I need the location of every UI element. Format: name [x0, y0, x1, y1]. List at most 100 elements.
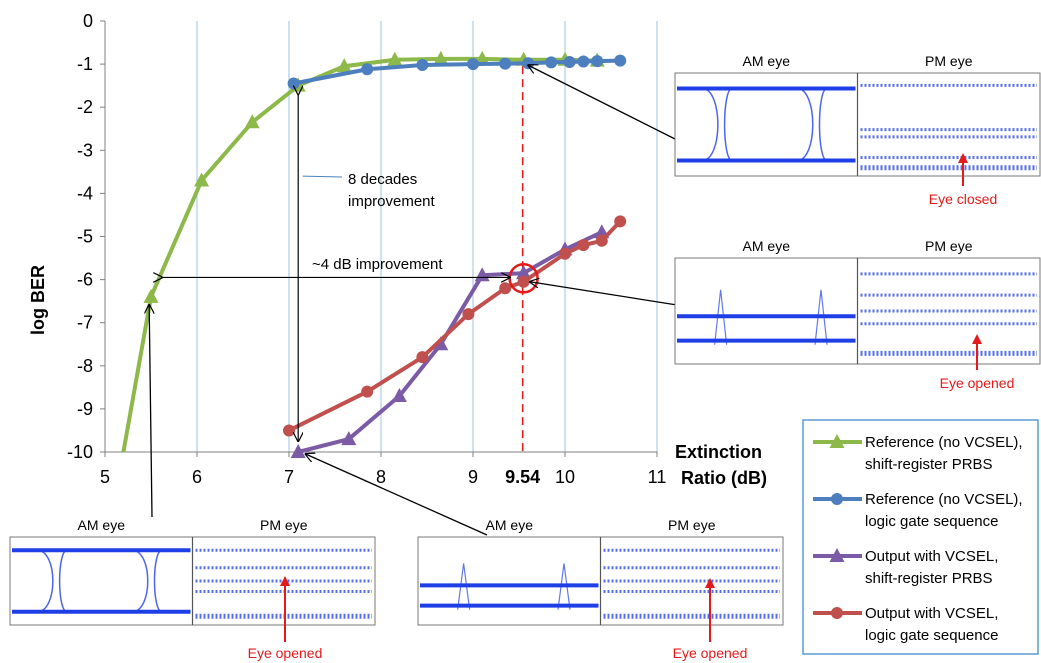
data-point — [433, 336, 449, 351]
y-tick-label: -10 — [67, 442, 93, 462]
y-tick-label: -5 — [77, 227, 93, 247]
eye-inset-bottom-mid: AM eye PM eye Eye opened — [417, 517, 784, 661]
pm-eye-diagram — [860, 83, 1037, 171]
data-point — [577, 55, 590, 68]
legend-label-line1: Output with VCSEL, — [865, 548, 998, 565]
y-tick-label: -7 — [77, 313, 93, 333]
data-point — [474, 50, 490, 65]
am-crossing — [701, 87, 719, 162]
data-point — [416, 351, 429, 364]
x-tick-labels: 5 6 7 8 9 10 11 — [100, 467, 666, 487]
data-point — [614, 215, 627, 228]
x-tick-label: 9 — [468, 467, 478, 487]
legend-label-line1: Reference (no VCSEL), — [865, 491, 1023, 508]
data-point — [244, 114, 260, 129]
am-eye-diagram — [677, 289, 856, 345]
eye-caption: Eye opened — [673, 645, 748, 661]
y-tick-labels: 0 -1 -2 -3 -4 -5 -6 -7 -8 -9 -10 — [67, 11, 93, 462]
y-tick-label: -3 — [77, 140, 93, 160]
y-tick-label: -4 — [77, 183, 93, 203]
x-tick-label: 7 — [284, 467, 294, 487]
reference-line-group: 9.54 — [505, 66, 540, 487]
y-tick-label: -2 — [77, 97, 93, 117]
data-point — [563, 55, 576, 68]
x-tick-label: 8 — [376, 467, 386, 487]
data-point — [341, 431, 357, 446]
data-point — [391, 387, 407, 402]
data-point — [545, 56, 558, 69]
decades-annotation-line1: 8 decades — [348, 171, 417, 188]
data-point — [143, 288, 159, 303]
eye-caption-group: Eye opened — [940, 334, 1015, 391]
annotation-group — [149, 65, 678, 536]
x-tick-label: 6 — [192, 467, 202, 487]
data-point — [499, 282, 512, 295]
leader-arrow-top — [528, 65, 678, 141]
eye-caption: Eye opened — [940, 375, 1015, 391]
am-crossing — [796, 87, 814, 162]
legend-item-3: Output with VCSEL, shift-register PRBS — [813, 548, 998, 587]
eye-inset-middle: AM eye PM eye Eye opened — [674, 238, 1041, 391]
data-point — [361, 385, 374, 398]
am-glitch — [557, 563, 571, 610]
pm-eye-diagram — [860, 272, 1037, 356]
eye-caption: Eye opened — [248, 645, 323, 661]
am-eye-title: AM eye — [486, 517, 534, 533]
am-glitch — [457, 563, 471, 610]
data-point — [290, 444, 306, 458]
leader-arrow-bottom-left — [149, 305, 152, 518]
legend-marker — [829, 548, 845, 562]
am-glitch — [714, 289, 728, 345]
am-eye-diagram — [677, 86, 856, 163]
y-tick-label: -8 — [77, 356, 93, 376]
legend-marker — [831, 607, 843, 619]
data-point — [283, 424, 295, 437]
x-tick-label: 5 — [100, 467, 110, 487]
data-point — [416, 58, 429, 71]
data-point — [517, 275, 530, 288]
eye-inset-bottom-left: AM eye PM eye Eye opened — [9, 517, 376, 661]
data-point — [499, 57, 512, 70]
am-crossing — [58, 549, 68, 613]
data-point — [433, 50, 449, 65]
am-crossing — [153, 549, 163, 613]
pm-eye-title: PM eye — [925, 238, 973, 254]
db-improvement-annotation: ~4 dB improvement — [312, 256, 443, 273]
legend-label-line1: Output with VCSEL, — [865, 605, 998, 622]
y-tick-label: -6 — [77, 270, 93, 290]
decades-annotation-line2: improvement — [348, 193, 436, 210]
y-axis-label: log BER — [28, 265, 48, 335]
leader-arrow-middle — [530, 282, 678, 306]
x-axis-label-line1: Extinction — [675, 442, 762, 462]
y-tick-label: -1 — [77, 54, 93, 74]
eye-caption: Eye closed — [929, 191, 997, 207]
am-crossing — [723, 87, 733, 162]
data-point — [591, 55, 604, 68]
data-point — [559, 247, 571, 260]
legend-item-2: Reference (no VCSEL), logic gate sequence — [813, 491, 1023, 530]
leader-arrow-bottom-mid — [306, 454, 488, 536]
data-point — [194, 172, 210, 187]
legend-label-line1: Reference (no VCSEL), — [865, 434, 1023, 451]
eye-caption-group: Eye opened — [673, 578, 748, 661]
reference-line-label: 9.54 — [505, 467, 540, 487]
data-point — [287, 77, 300, 90]
y-tick-label: 0 — [83, 11, 93, 31]
series-line — [297, 230, 603, 454]
legend-label-line2: shift-register PRBS — [865, 570, 993, 587]
data-point — [467, 58, 479, 71]
legend-marker — [831, 493, 843, 505]
series-line — [288, 220, 622, 433]
data-point — [516, 265, 532, 280]
legend-marker — [829, 434, 845, 448]
x-tick-label: 11 — [648, 467, 667, 487]
legend-label-line2: logic gate sequence — [865, 627, 998, 644]
data-point — [595, 234, 608, 247]
data-point — [614, 54, 627, 67]
am-crossing — [131, 549, 149, 613]
am-eye-diagram — [12, 548, 191, 614]
x-axis-label-line2: Ratio (dB) — [681, 468, 767, 488]
legend-label-line2: shift-register PRBS — [865, 456, 993, 473]
legend-item-4: Output with VCSEL, logic gate sequence — [813, 605, 998, 644]
